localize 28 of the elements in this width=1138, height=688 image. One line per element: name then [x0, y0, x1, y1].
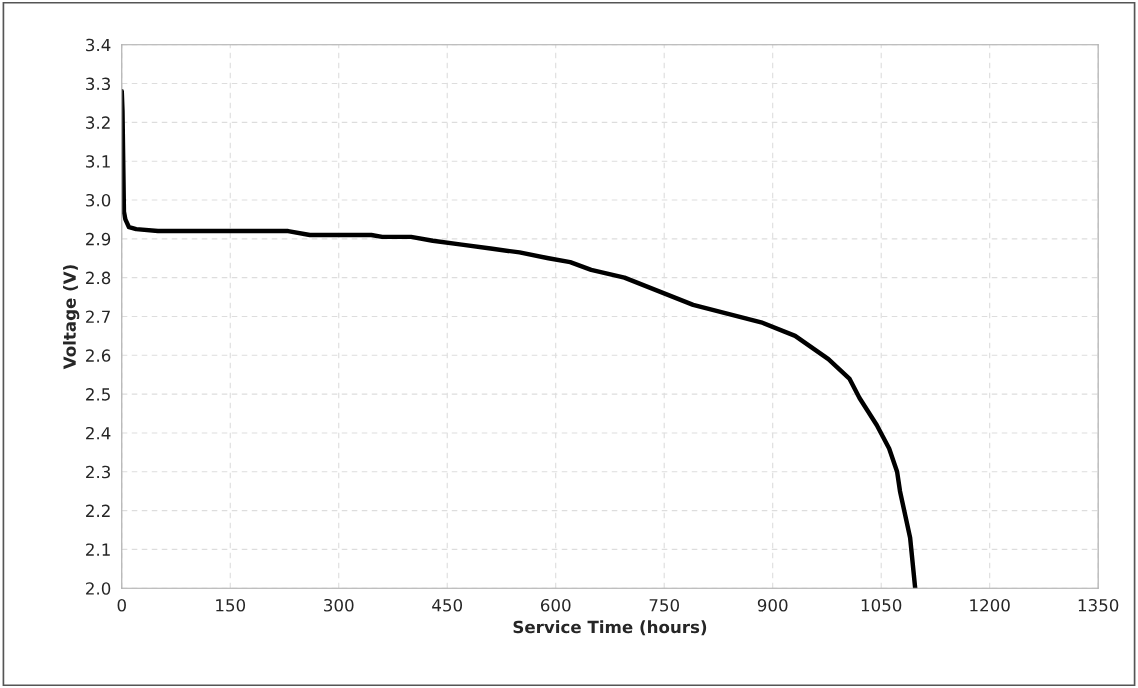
y-tick-label: 2.1	[86, 543, 110, 556]
y-tick-label: 2.2	[86, 504, 110, 517]
y-tick-label: 2.0	[86, 582, 111, 595]
x-tick-label: 600	[540, 598, 571, 612]
y-tick-label: 3.0	[86, 193, 111, 207]
x-tick-label: 900	[757, 598, 788, 612]
x-tick-label: 1350	[1078, 598, 1119, 612]
x-tick-label: 750	[649, 598, 680, 612]
y-tick-label: 2.8	[86, 271, 111, 285]
y-tick-label: 2.6	[86, 349, 111, 362]
line-series	[121, 89, 918, 589]
y-tick-label: 3.2	[86, 116, 110, 129]
x-tick-label: 300	[324, 598, 354, 612]
y-tick-label: 2.7	[86, 310, 110, 323]
x-tick-label: 1200	[970, 598, 1010, 612]
y-tick-label: 2.3	[86, 465, 111, 479]
x-axis-title: Service Time (hours)	[513, 620, 707, 636]
x-tick-label: 1050	[861, 598, 902, 612]
y-tick-label: 3.1	[86, 155, 110, 168]
x-tick-label: 450	[432, 598, 463, 612]
y-tick-label: 2.9	[86, 232, 111, 246]
y-tick-label: 2.4	[86, 426, 111, 440]
x-tick-label: 0	[117, 598, 126, 612]
y-tick-label: 3.3	[86, 77, 111, 91]
x-tick-label: 150	[216, 598, 246, 612]
y-tick-label: 3.4	[86, 38, 111, 52]
y-axis-title: Voltage (V)	[63, 265, 80, 370]
y-tick-label: 2.5	[86, 388, 110, 401]
